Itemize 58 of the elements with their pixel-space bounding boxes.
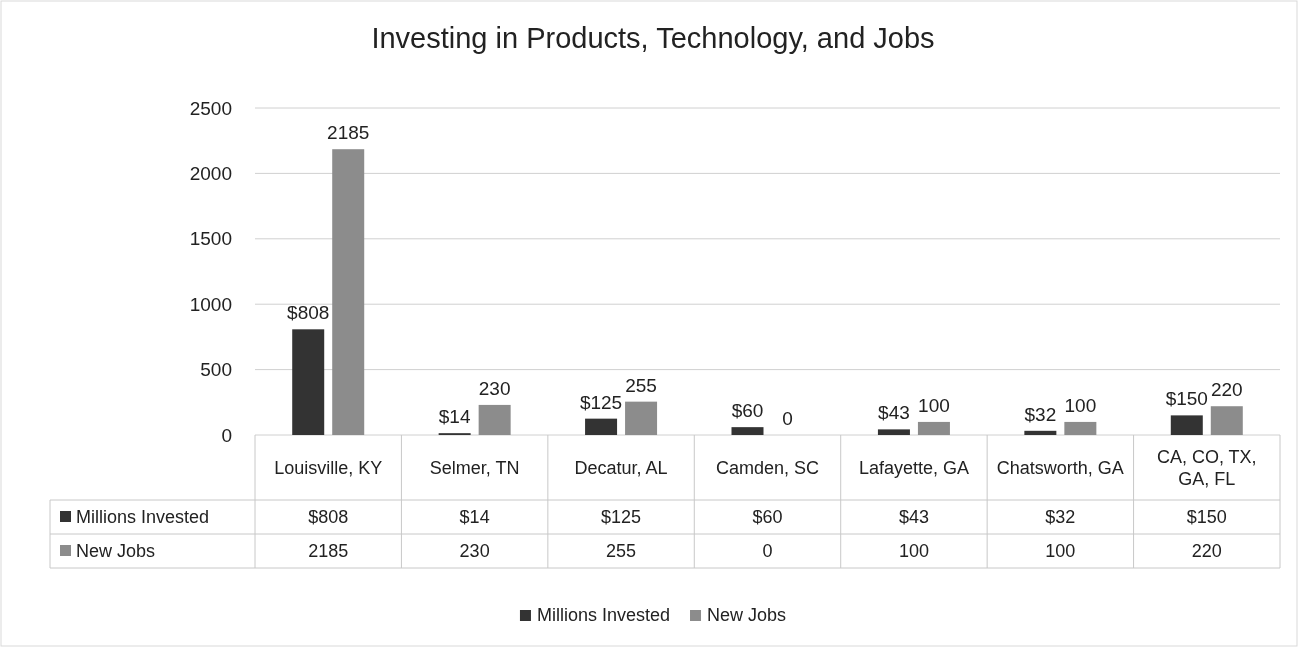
legend-label: Millions Invested: [76, 507, 210, 527]
y-tick-label: 0: [221, 424, 232, 446]
bar: [1170, 415, 1203, 435]
data-label: 230: [459, 541, 490, 561]
chart-title: Investing in Products, Technology, and Jobs: [371, 22, 935, 54]
y-tick-label: 2000: [189, 162, 232, 184]
text: 2185: [327, 122, 370, 144]
data-label: $125: [601, 507, 642, 527]
y-tick-label: 500: [200, 359, 232, 381]
data-label: 220: [1191, 541, 1222, 561]
text: $43: [878, 402, 910, 424]
legend-label: New Jobs: [707, 605, 787, 625]
bar: [731, 427, 764, 435]
data-label: $60: [752, 507, 783, 527]
x-tick-label: CA, CO, TX, GA, FL: [1156, 446, 1257, 489]
data-label: 255: [606, 541, 637, 561]
text: $150: [1165, 388, 1208, 410]
x-tick-label: Lafayette, GA: [858, 457, 969, 478]
x-tick-label: Camden, SC: [715, 457, 820, 478]
bar: [917, 421, 950, 435]
y-tick-label: 2500: [189, 97, 232, 119]
text: 230: [478, 377, 511, 399]
text: $32: [1024, 403, 1057, 425]
text: 100: [918, 394, 950, 416]
text: 100: [1064, 394, 1097, 416]
text: Millions Invested: [536, 605, 671, 625]
y-tick-label: 1500: [189, 228, 232, 250]
x-tick-label: Selmer, TN: [429, 457, 520, 478]
text: $14: [438, 406, 471, 428]
text: $808: [287, 302, 330, 324]
data-label: $150: [1186, 507, 1227, 527]
bar: [1210, 406, 1243, 435]
bar: [877, 429, 910, 435]
bar: [1064, 421, 1097, 435]
bar: [1024, 430, 1057, 435]
text: $125: [579, 391, 623, 413]
bar: [625, 401, 658, 435]
x-tick-label: Chatsworth, GA: [996, 457, 1124, 478]
data-label: 2185: [308, 541, 349, 561]
data-label: $43: [898, 507, 929, 527]
bar: [585, 418, 618, 435]
x-tick-label: Louisville, KY: [274, 457, 383, 478]
text: $60: [731, 400, 764, 422]
text: New Jobs: [76, 541, 156, 561]
bar: [292, 329, 325, 435]
data-label: $14: [459, 507, 490, 527]
x-tick-label: Decatur, AL: [574, 457, 668, 478]
text: 220: [1210, 379, 1243, 401]
text: 0: [782, 408, 793, 429]
data-label: 100: [1045, 541, 1076, 561]
bar: [332, 149, 365, 435]
text: 255: [625, 374, 657, 396]
data-label: 0: [762, 541, 773, 561]
data-label: $32: [1045, 507, 1076, 527]
data-label: $808: [308, 507, 349, 527]
y-tick-label: 1000: [189, 293, 232, 315]
data-label: 100: [898, 541, 929, 561]
bar: [478, 404, 511, 435]
